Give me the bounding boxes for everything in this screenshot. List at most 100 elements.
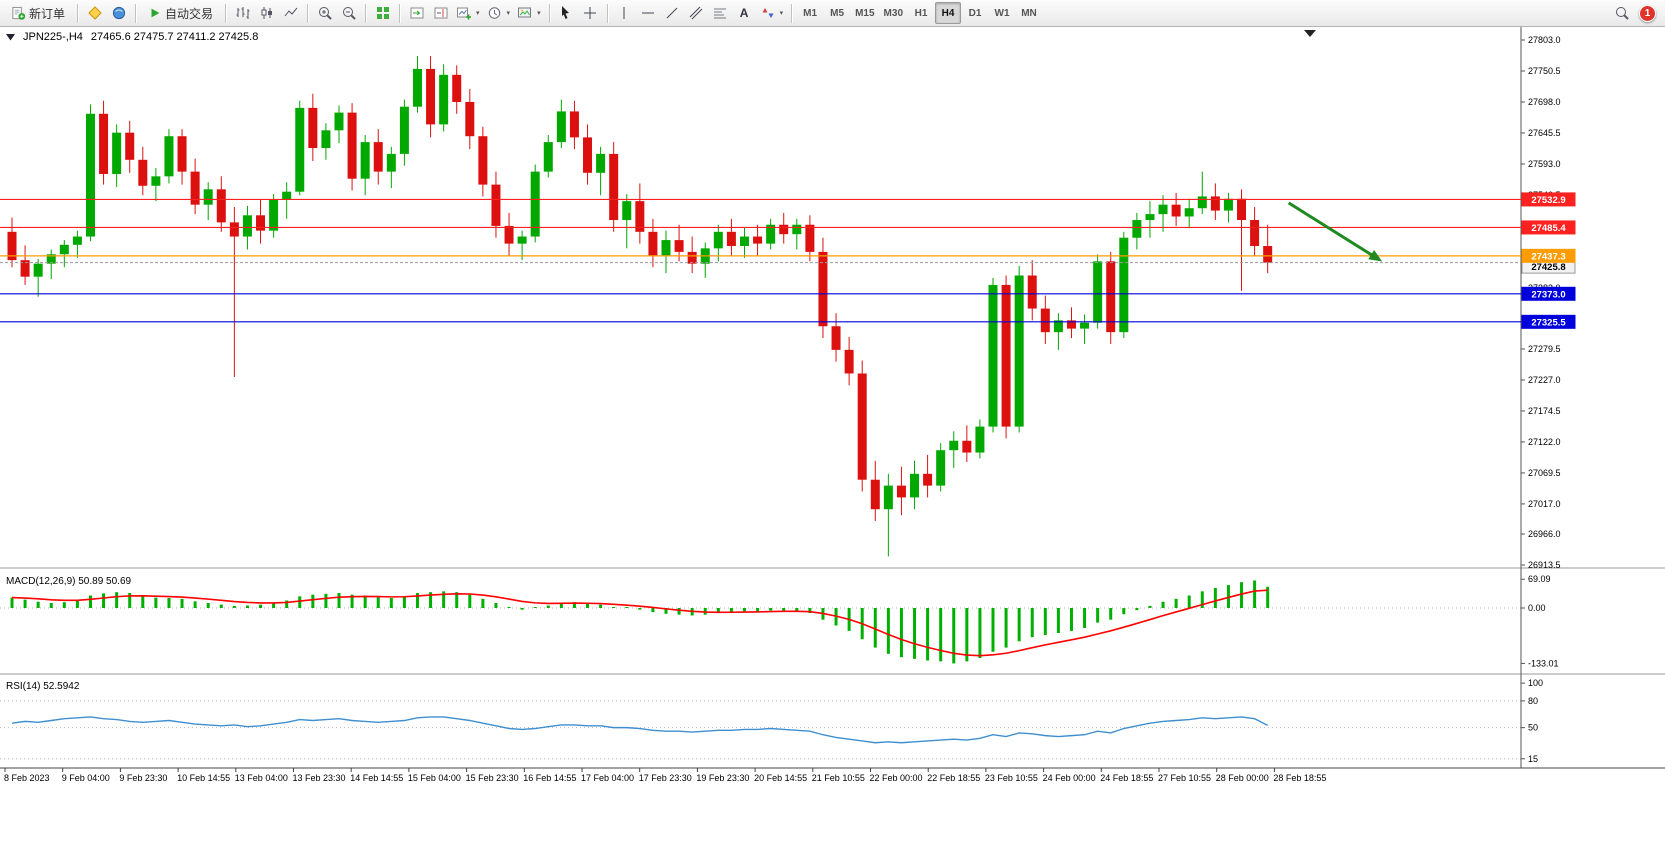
channel-button[interactable] — [685, 2, 708, 24]
toolbar-separator — [548, 3, 550, 23]
toolbar-separator — [606, 3, 608, 23]
svg-text:22 Feb 18:55: 22 Feb 18:55 — [927, 773, 980, 783]
chart-canvas[interactable]: MACD(12,26,9) 50.89 50.69 RSI(14) 52.5942… — [0, 27, 1665, 790]
candles-chart-button[interactable] — [255, 2, 278, 24]
tile-windows-icon — [376, 7, 389, 19]
price-level-label — [1521, 248, 1576, 263]
rsi-label: RSI(14) 52.5942 — [6, 681, 80, 692]
vertical-line-button[interactable] — [613, 2, 636, 24]
svg-text:27373.0: 27373.0 — [1531, 289, 1565, 300]
auto-scroll-button[interactable] — [405, 2, 428, 24]
price-level-label — [1521, 314, 1576, 329]
rsi-line — [11, 716, 1268, 744]
svg-text:27485.4: 27485.4 — [1531, 223, 1566, 234]
svg-text:9 Feb 23:30: 9 Feb 23:30 — [119, 773, 167, 783]
candles-chart-icon — [261, 7, 272, 19]
svg-text:27 Feb 10:55: 27 Feb 10:55 — [1158, 773, 1211, 783]
templates-picture-icon — [518, 7, 532, 18]
candles — [7, 55, 1273, 557]
macd-histogram — [10, 580, 1270, 664]
svg-text:15: 15 — [1528, 754, 1538, 764]
timeframe-h1[interactable]: H1 — [914, 7, 928, 19]
macd-label: MACD(12,26,9) 50.89 50.69 — [6, 576, 132, 587]
cursor-button[interactable] — [555, 2, 578, 24]
macd-signal-line — [11, 589, 1268, 657]
bars-chart-button[interactable] — [231, 2, 254, 24]
search-icon — [1615, 7, 1629, 20]
price-axis[interactable]: 27803.027750.527698.027645.527593.027540… — [1520, 27, 1561, 768]
chart-shift-icon — [434, 7, 448, 19]
bars-chart-icon — [236, 7, 250, 19]
notification-badge[interactable]: 1 — [1639, 4, 1656, 22]
arrows-button[interactable]: ▾ — [757, 2, 787, 24]
dropdown-arrow-icon: ▾ — [506, 10, 511, 17]
timeframe-d1[interactable]: D1 — [968, 7, 982, 19]
trendline-icon — [666, 7, 678, 19]
crosshair-button[interactable] — [579, 2, 602, 24]
timeframe-m5[interactable]: M5 — [830, 7, 845, 19]
svg-text:27593.0: 27593.0 — [1528, 159, 1561, 169]
svg-text:0.00: 0.00 — [1528, 603, 1546, 613]
new-chart-button[interactable]: ▾ — [453, 2, 483, 24]
arrows-icon — [762, 8, 774, 18]
svg-text:14 Feb 14:55: 14 Feb 14:55 — [350, 773, 403, 783]
zoom-out-icon — [342, 7, 356, 20]
dropdown-arrow-icon: ▾ — [476, 10, 480, 17]
periods-button[interactable]: ▾ — [484, 2, 514, 24]
chart-shift-marker[interactable] — [1304, 30, 1316, 37]
timeframe-mn[interactable]: MN — [1021, 7, 1037, 19]
auto-scroll-icon — [410, 7, 424, 19]
chart-shift-button[interactable] — [429, 2, 452, 24]
svg-text:27227.0: 27227.0 — [1528, 375, 1561, 385]
svg-text:27698.0: 27698.0 — [1528, 97, 1561, 107]
price-level-label — [1521, 192, 1576, 207]
trend-arrow[interactable] — [1287, 201, 1378, 260]
svg-text:27645.5: 27645.5 — [1528, 128, 1561, 138]
chart-window[interactable]: MACD(12,26,9) 50.89 50.69 RSI(14) 52.5942… — [0, 27, 1665, 842]
trendline-button[interactable] — [661, 2, 684, 24]
line-chart-icon — [284, 7, 297, 17]
text-button[interactable]: A — [733, 2, 756, 24]
svg-text:20 Feb 14:55: 20 Feb 14:55 — [754, 773, 807, 783]
timeframe-m30[interactable]: M30 — [883, 7, 903, 19]
equidistant-channel-icon — [689, 6, 703, 20]
timeframe-w1[interactable]: W1 — [994, 7, 1010, 19]
new-order-button[interactable]: 新订单 — [4, 2, 72, 24]
metaeditor-button[interactable] — [83, 2, 106, 24]
svg-text:27279.5: 27279.5 — [1528, 344, 1561, 354]
search-button[interactable] — [1610, 2, 1633, 24]
fibonacci-icon — [714, 8, 727, 19]
toolbar-separator — [307, 3, 309, 23]
timeframe-group: M1 M5 M15 M30 H1 H4 D1 W1 MN — [797, 2, 1042, 24]
svg-text:13 Feb 23:30: 13 Feb 23:30 — [293, 773, 346, 783]
new-order-icon — [12, 6, 26, 20]
dropdown-arrow-icon: ▾ — [537, 10, 541, 17]
time-axis[interactable]: 8 Feb 2023 9 Feb 04:00 9 Feb 23:30 10 Feb 1… — [4, 768, 1326, 783]
svg-text:-133.01: -133.01 — [1528, 658, 1559, 668]
timeframe-m1[interactable]: M1 — [803, 7, 818, 19]
tile-windows-button[interactable] — [371, 2, 394, 24]
svg-text:100: 100 — [1528, 678, 1543, 688]
metaeditor-icon — [87, 6, 102, 20]
svg-text:16 Feb 14:55: 16 Feb 14:55 — [523, 773, 576, 783]
horizontal-line-button[interactable] — [637, 2, 660, 24]
timeframe-h4[interactable]: H4 — [935, 2, 961, 24]
zoom-out-button[interactable] — [337, 2, 360, 24]
fibonacci-button[interactable] — [709, 2, 732, 24]
zoom-in-button[interactable] — [313, 2, 336, 24]
svg-text:27174.5: 27174.5 — [1528, 406, 1561, 416]
toolbar-separator — [225, 3, 227, 23]
price-level-label — [1521, 286, 1576, 301]
svg-text:10 Feb 14:55: 10 Feb 14:55 — [177, 773, 230, 783]
svg-text:50: 50 — [1528, 723, 1538, 733]
autotrading-button[interactable]: 自动交易 — [141, 2, 220, 24]
timeframe-m15[interactable]: M15 — [855, 7, 875, 19]
svg-text:27069.5: 27069.5 — [1528, 468, 1561, 478]
community-button[interactable] — [107, 2, 130, 24]
trend-arrow-head — [1368, 249, 1383, 262]
line-chart-button[interactable] — [279, 2, 302, 24]
svg-text:13 Feb 04:00: 13 Feb 04:00 — [235, 773, 288, 783]
autotrading-label: 自动交易 — [165, 6, 214, 21]
svg-text:69.09: 69.09 — [1528, 574, 1551, 584]
templates-button[interactable]: ▾ — [514, 2, 544, 24]
